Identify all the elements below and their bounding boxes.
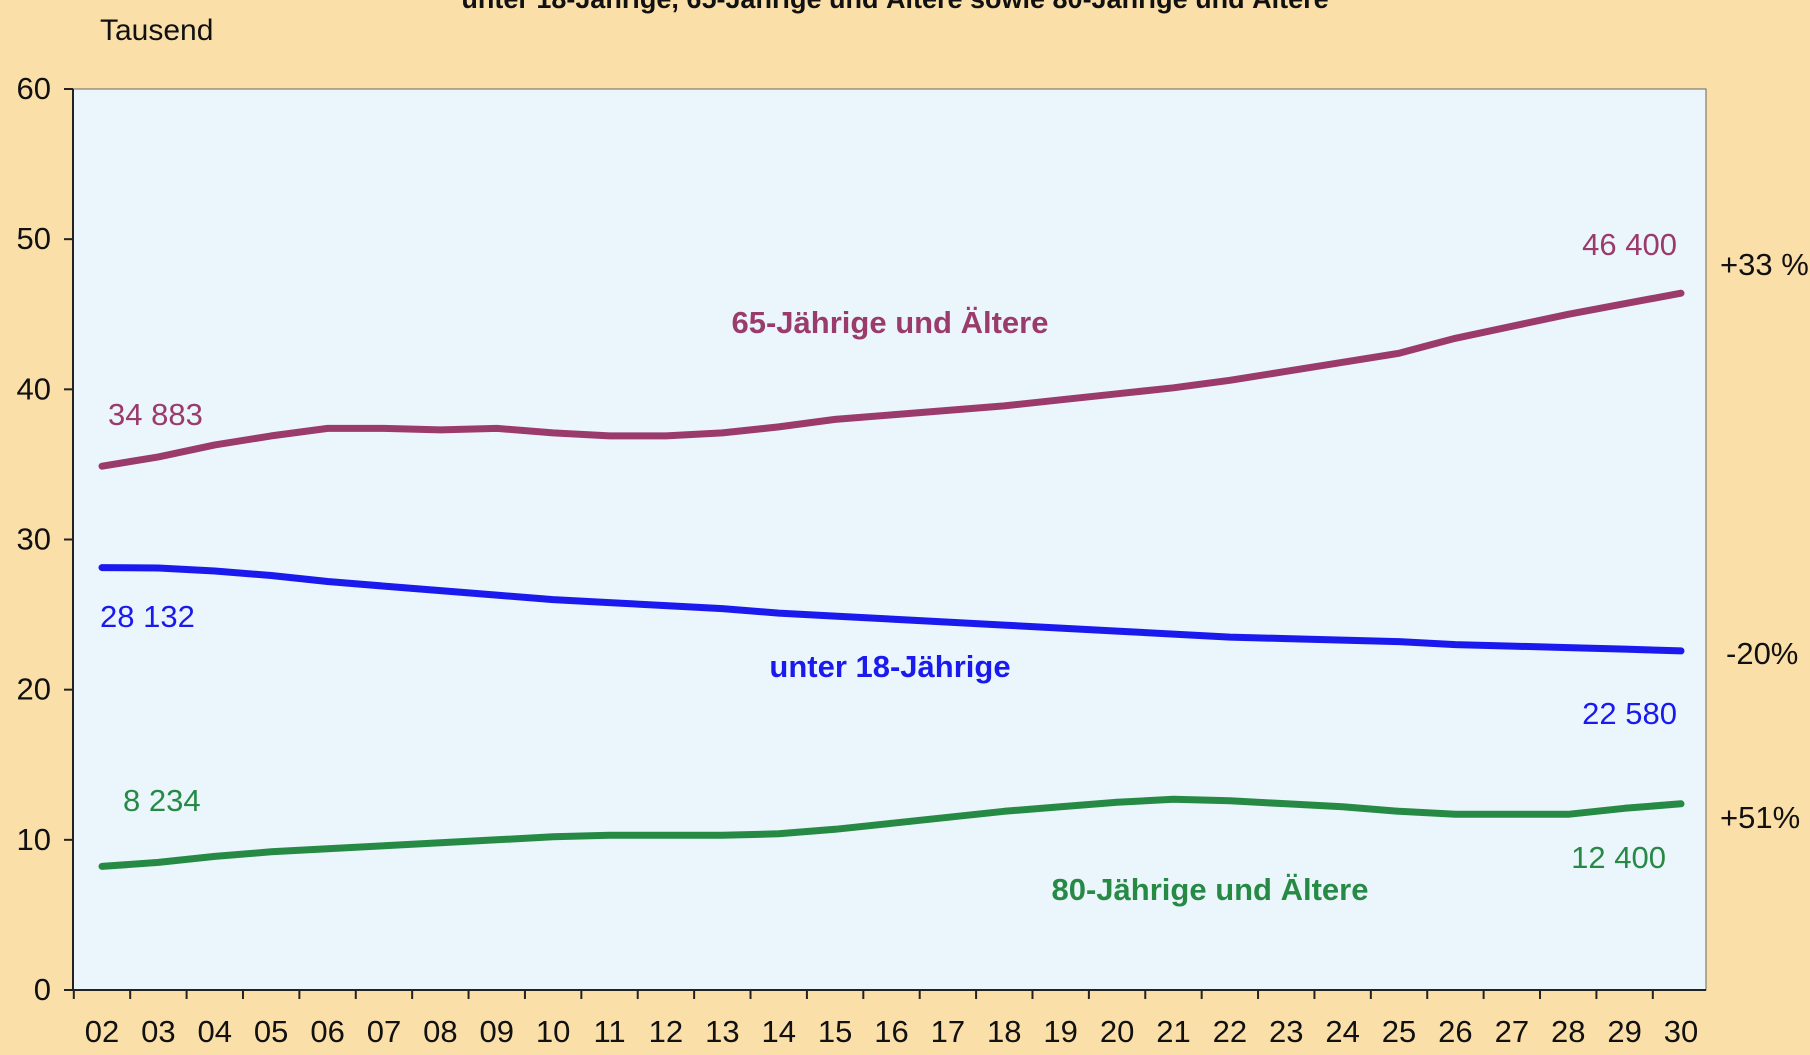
change-percent-label-s65: +33 %	[1720, 247, 1809, 282]
start-value-label-s65: 34 883	[108, 397, 203, 432]
change-percent-label-s18: -20%	[1726, 636, 1798, 671]
series-name-label-s65: 65-Jährige und Ältere	[732, 305, 1049, 340]
y-axis-unit-label: Tausend	[100, 14, 213, 47]
x-tick-label: 06	[310, 1014, 344, 1049]
x-tick-label: 28	[1551, 1014, 1585, 1049]
x-tick-label: 03	[141, 1014, 175, 1049]
x-tick-label: 07	[367, 1014, 401, 1049]
x-tick-label: 23	[1269, 1014, 1303, 1049]
x-tick-label: 16	[874, 1014, 908, 1049]
x-tick-label: 02	[85, 1014, 119, 1049]
series-line-s18	[98, 564, 1685, 655]
y-tick-label: 50	[17, 221, 51, 256]
x-tick-label: 05	[254, 1014, 288, 1049]
plot-area	[72, 88, 1707, 991]
x-tick-label: 12	[649, 1014, 683, 1049]
x-tick-label: 09	[480, 1014, 514, 1049]
series-name-label-s18: unter 18-Jährige	[769, 649, 1010, 684]
x-tick-label: 29	[1607, 1014, 1641, 1049]
y-tick-label: 60	[17, 71, 51, 106]
series-line-s80	[98, 795, 1685, 870]
start-value-label-s18: 28 132	[100, 599, 195, 634]
x-tick-label: 17	[931, 1014, 965, 1049]
x-tick-label: 18	[987, 1014, 1021, 1049]
x-tick-label: 08	[423, 1014, 457, 1049]
y-tick-label: 10	[17, 822, 51, 857]
y-axis: 0 10 20 30 40 50 60	[17, 71, 74, 1007]
start-value-label-s80: 8 234	[123, 783, 201, 818]
x-tick-label: 21	[1156, 1014, 1190, 1049]
label-layer: 65-Jährige und Ältere 34 883 46 400 +33 % un…	[100, 227, 1809, 907]
y-tick-label: 0	[34, 972, 51, 1007]
y-tick-label: 30	[17, 522, 51, 557]
x-tick-label: 25	[1382, 1014, 1416, 1049]
x-tick-label: 22	[1213, 1014, 1247, 1049]
end-value-label-s18: 22 580	[1582, 696, 1677, 731]
x-tick-label: 15	[818, 1014, 852, 1049]
y-tick-label: 40	[17, 371, 51, 406]
chart-title: unter 18-Jährige, 65-Jährige und Ältere …	[461, 0, 1328, 14]
y-tick-label: 20	[17, 672, 51, 707]
end-value-label-s80: 12 400	[1571, 840, 1666, 875]
x-axis: 02 03 04 05 06 07 08 09 10 11 12 13 14 15 16 17 18 19 20 21…	[72, 989, 1706, 1049]
end-value-label-s65: 46 400	[1582, 227, 1677, 262]
x-tick-label: 04	[198, 1014, 232, 1049]
x-tick-label: 30	[1664, 1014, 1698, 1049]
series-line-s65	[98, 289, 1685, 470]
x-tick-label: 26	[1438, 1014, 1472, 1049]
series-layer	[98, 289, 1685, 870]
x-tick-label: 14	[761, 1014, 795, 1049]
x-tick-label: 13	[705, 1014, 739, 1049]
series-name-label-s80: 80-Jährige und Ältere	[1052, 872, 1369, 907]
x-tick-label: 10	[536, 1014, 570, 1049]
x-tick-label: 19	[1043, 1014, 1077, 1049]
x-tick-label: 11	[593, 1014, 625, 1049]
x-tick-label: 27	[1495, 1014, 1529, 1049]
change-percent-label-s80: +51%	[1720, 800, 1800, 835]
x-tick-label: 24	[1325, 1014, 1359, 1049]
x-tick-label: 20	[1100, 1014, 1134, 1049]
